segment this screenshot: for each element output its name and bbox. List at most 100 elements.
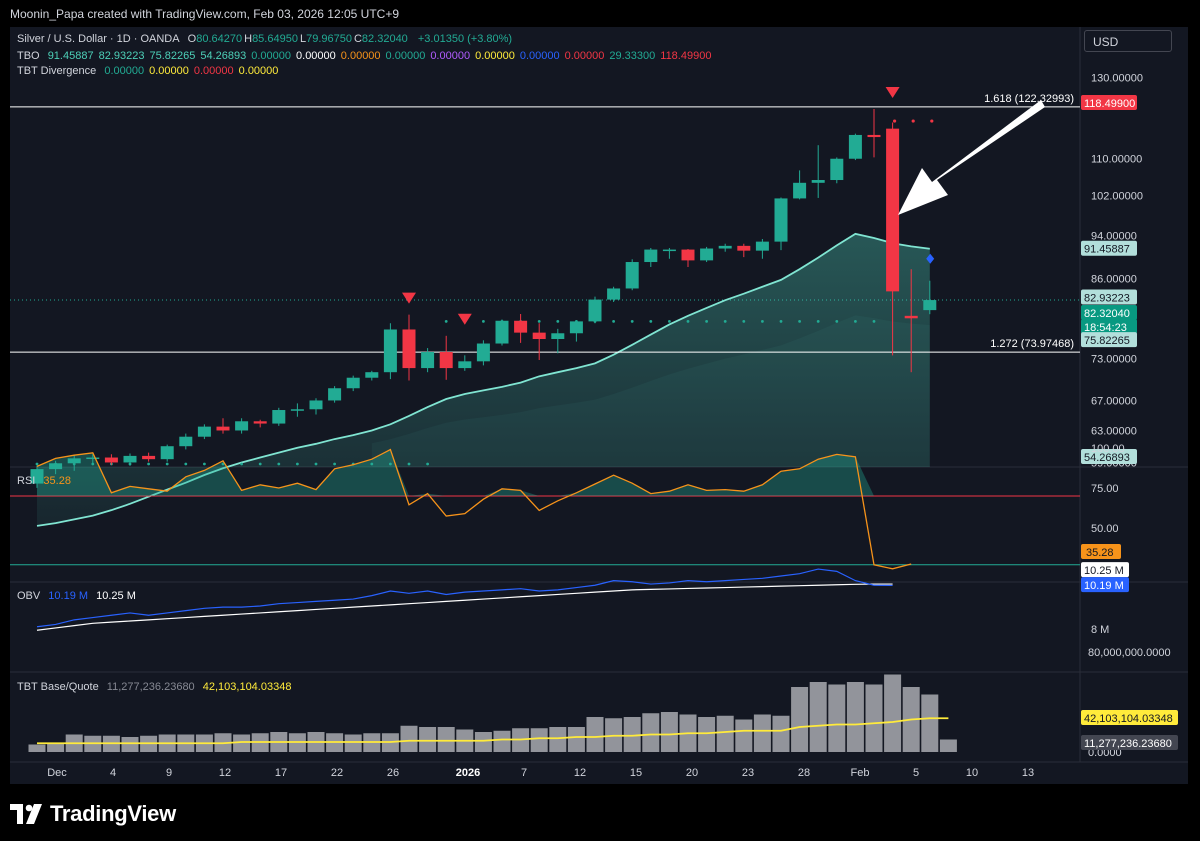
tbo-dot	[240, 462, 244, 466]
candle[interactable]	[197, 424, 211, 440]
sell-signal-triangle	[885, 87, 900, 99]
candle[interactable]	[886, 122, 900, 356]
candle[interactable]	[848, 133, 862, 161]
candle[interactable]	[328, 386, 342, 403]
ohlc-value: 85.64950	[252, 33, 298, 45]
annotation-arrow[interactable]	[898, 100, 1045, 215]
tbo_values-value: 0.00000	[519, 50, 560, 62]
candle[interactable]	[365, 370, 379, 381]
price-candles[interactable]	[30, 109, 937, 488]
volume-badge[interactable]: 42,103,104.03348	[1081, 710, 1178, 725]
candle[interactable]	[253, 419, 267, 428]
candle[interactable]	[514, 314, 528, 343]
candle[interactable]	[67, 455, 81, 471]
price-badge[interactable]: 54.26893	[1081, 449, 1137, 464]
candle[interactable]	[495, 319, 509, 346]
tbo-fast-line	[36, 232, 930, 527]
volume-bar	[567, 727, 585, 752]
time-axis[interactable]: Dec 4 9 12 17 22 26 2026 7 12 15 20 23 28 Feb 5 10 13	[47, 767, 1034, 779]
tbo-dot	[816, 319, 820, 323]
candle[interactable]	[532, 323, 546, 360]
candle[interactable]	[644, 247, 658, 267]
candle[interactable]	[588, 296, 602, 324]
candle[interactable]	[681, 249, 695, 267]
candle[interactable]	[290, 403, 304, 417]
candle[interactable]	[718, 243, 732, 252]
candle[interactable]	[49, 460, 63, 475]
candle[interactable]	[662, 247, 676, 259]
candle[interactable]	[476, 340, 490, 366]
divergence-legend[interactable]: TBT Divergence 0.00000 0.00000 0.00000 0.00…	[17, 65, 288, 77]
candle[interactable]	[104, 454, 118, 465]
candle[interactable]	[923, 280, 937, 315]
price-badge[interactable]: 18:54:23	[1081, 319, 1137, 335]
candle[interactable]	[216, 418, 230, 434]
chart-canvas[interactable]: 1.618 (122.32993)1.272 (73.97468) 130.00…	[10, 27, 1188, 784]
rsi-label: RSI	[17, 475, 36, 487]
candle[interactable]	[272, 407, 286, 426]
rsi-badge[interactable]: 35.28	[1081, 544, 1121, 559]
tbo_values-value: 0.00000	[251, 50, 292, 62]
candle[interactable]	[383, 323, 397, 380]
price-badge[interactable]: 118.49900	[1081, 95, 1137, 110]
annotation-arrow-shape[interactable]	[898, 100, 1045, 215]
candle[interactable]	[774, 197, 788, 251]
symbol-legend[interactable]: Silver / U.S. Dollar · 1D · OANDA O80.64…	[17, 33, 517, 45]
candle[interactable]	[346, 375, 360, 392]
tradingview-logo[interactable]: TradingView	[10, 800, 176, 828]
candle-body	[662, 249, 676, 252]
candle-body	[86, 457, 100, 460]
rsi-tick: 100.00	[1091, 443, 1125, 455]
tbt-legend[interactable]: TBT Base/Quote 11,277,236.23680 42,103,1…	[17, 681, 296, 693]
candle[interactable]	[123, 453, 137, 466]
ohlc-value: 79.96750	[306, 33, 352, 45]
volume-badge[interactable]: 11,277,236.23680	[1081, 735, 1178, 750]
price-tick: 63.00000	[1091, 425, 1137, 437]
obv-badge-bg	[1081, 562, 1129, 578]
candle[interactable]	[700, 246, 714, 263]
price-badge[interactable]: 75.82265	[1081, 332, 1137, 348]
price-badge[interactable]: 82.32040	[1081, 305, 1137, 321]
tbo-dot	[686, 319, 690, 323]
candle[interactable]	[179, 433, 193, 450]
candle[interactable]	[867, 109, 881, 158]
candle[interactable]	[755, 239, 769, 259]
ohlc-h: H85.64950	[244, 33, 298, 45]
candle[interactable]	[458, 355, 472, 371]
candle[interactable]	[625, 259, 639, 291]
obv-badge[interactable]: 10.25 M	[1081, 562, 1129, 578]
tbo-dot	[537, 319, 541, 323]
candle[interactable]	[551, 328, 565, 354]
candle[interactable]	[607, 286, 621, 302]
candle[interactable]	[235, 418, 249, 434]
candle[interactable]	[793, 170, 807, 200]
currency-button[interactable]: USD	[1084, 30, 1172, 52]
candle[interactable]	[904, 269, 918, 373]
price-badge[interactable]: 91.45887	[1081, 240, 1137, 256]
candle[interactable]	[811, 145, 825, 198]
volume-bar	[642, 713, 660, 752]
candle[interactable]	[160, 444, 174, 462]
candle[interactable]	[737, 243, 751, 258]
candle[interactable]	[421, 348, 435, 373]
candle[interactable]	[142, 452, 156, 462]
rsi-pane[interactable]	[10, 448, 1080, 570]
obv-legend[interactable]: OBV 10.19 M 10.25 M	[17, 590, 141, 602]
chart-frame[interactable]: 1.618 (122.32993) 1.272 (73.97468) 130.00…	[10, 27, 1188, 784]
tbo-legend[interactable]: TBO 91.45887 82.93223 75.82265 54.26893 0.00…	[17, 50, 721, 62]
candle[interactable]	[309, 398, 323, 415]
price-axis[interactable]: 130.00000 110.00000 102.00000 94.00000 86.00…	[1081, 72, 1178, 759]
candle[interactable]	[402, 314, 416, 381]
obv-pane[interactable]	[36, 568, 893, 631]
tbt-volume-pane[interactable]	[28, 674, 957, 753]
candle[interactable]	[439, 335, 453, 380]
fibonacci-levels[interactable]: 1.618 (122.32993) 1.272 (73.97468)	[10, 93, 1080, 353]
candle[interactable]	[86, 454, 100, 464]
candle[interactable]	[569, 320, 583, 342]
candle[interactable]	[830, 157, 844, 184]
candle[interactable]	[30, 465, 44, 488]
price-badge[interactable]: 82.93223	[1081, 289, 1137, 305]
obv-badge[interactable]: 10.19 M	[1081, 577, 1129, 593]
rsi-legend[interactable]: RSI 35.28	[17, 475, 76, 487]
volume-bar	[474, 732, 492, 752]
